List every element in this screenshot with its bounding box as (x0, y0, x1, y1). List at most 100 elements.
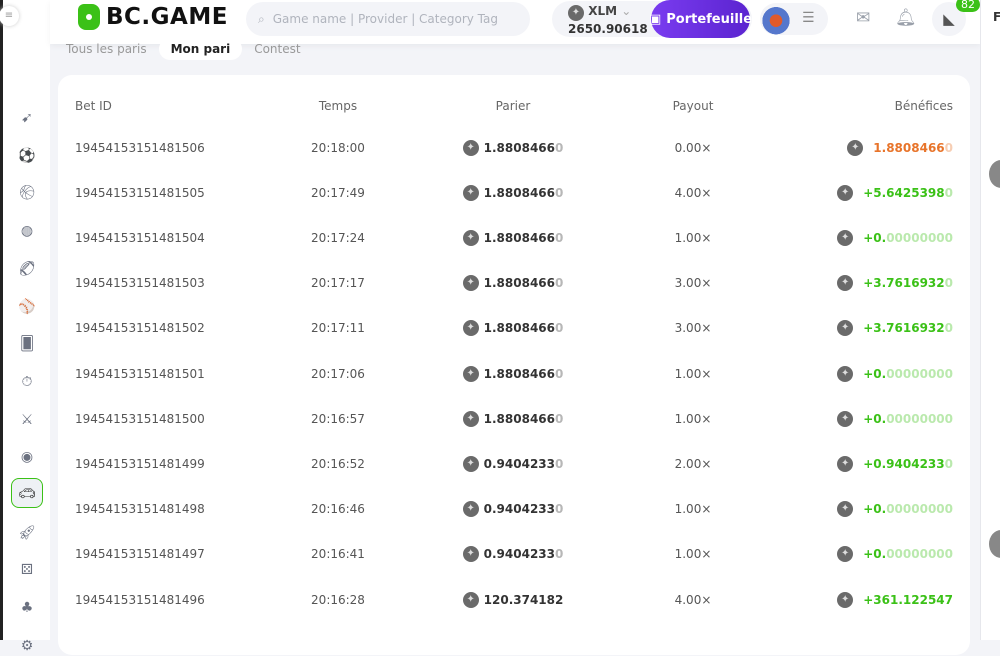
profit: ✦ +361.122547 (837, 591, 953, 608)
bet-time: 20:16:41 (311, 547, 365, 562)
sidebar: ≡ ➹ ⚽ 🏀︎ ◍ 🏈︎ ⚾ 🂠 ⏱ ⚔ ◉ 🚗︎ 🚀︎ ⚄ ♣ ⚙ (0, 0, 50, 654)
bet-time: 20:16:52 (311, 456, 365, 471)
menu-icon[interactable]: ☰ (802, 10, 815, 26)
xlm-coin-icon: ✦ (462, 410, 479, 427)
profit: ✦ +0.00000000 (837, 501, 953, 518)
xlm-coin-icon: ✦ (462, 184, 479, 201)
bet-id[interactable]: 19454153151481499 (75, 456, 205, 471)
profit: ✦ 1.88084660 (847, 139, 953, 156)
sidebar-toggle-icon[interactable]: ≡ (0, 6, 19, 26)
bet-id[interactable]: 19454153151481505 (75, 185, 205, 200)
football-icon[interactable]: 🏈︎ (18, 260, 36, 277)
bet-tabs: Tous les paris Mon pari Contest (66, 38, 313, 60)
bet-id[interactable]: 19454153151481504 (75, 230, 205, 245)
rocket2-icon[interactable]: 🚀︎ (18, 524, 36, 541)
table-row[interactable]: 19454153151481504 20:17:24 ✦ 1.88084660 1… (58, 215, 970, 260)
payout: 3.00× (674, 321, 712, 336)
xlm-coin-icon: ✦ (462, 546, 479, 563)
table-row[interactable]: 19454153151481499 20:16:52 ✦ 0.94042330 2… (58, 441, 970, 486)
wallet-button[interactable]: ▣ Portefeuille (649, 0, 753, 38)
bet-amount: ✦ 120.374182 (438, 591, 588, 608)
card-icon[interactable]: 🂠 (19, 336, 35, 353)
bet-time: 20:17:11 (311, 321, 365, 336)
tab-contest[interactable]: Contest (254, 42, 301, 56)
bet-id[interactable]: 19454153151481502 (75, 321, 205, 336)
bet-id[interactable]: 19454153151481503 (75, 276, 205, 291)
chat-avatar[interactable] (989, 530, 1000, 558)
soccer-icon[interactable]: ⚽ (18, 147, 36, 164)
bet-amount: ✦ 1.88084660 (438, 275, 588, 292)
baseball-icon[interactable]: ⚾ (18, 298, 36, 315)
bet-id[interactable]: 19454153151481500 (75, 411, 205, 426)
xlm-coin-icon: ✦ (568, 5, 584, 21)
bat-icon[interactable]: ⚔ (20, 411, 34, 428)
logo[interactable]: BC.GAME (78, 4, 228, 30)
bet-time: 20:17:49 (311, 185, 365, 200)
tennis-icon[interactable]: ◍ (20, 223, 34, 240)
bet-id[interactable]: 19454153151481498 (75, 502, 205, 517)
live-icon[interactable]: 🚗︎ (11, 478, 43, 508)
xlm-coin-icon: ✦ (462, 365, 479, 382)
xlm-coin-icon: ✦ (837, 591, 854, 608)
xlm-coin-icon: ✦ (837, 320, 854, 337)
bell-icon[interactable]: 🔔︎ (895, 8, 917, 28)
bet-time: 20:17:17 (311, 276, 365, 291)
avatar[interactable] (760, 2, 792, 36)
tab-my-bets[interactable]: Mon pari (158, 38, 243, 60)
table-row[interactable]: 19454153151481498 20:16:46 ✦ 0.94042330 1… (58, 487, 970, 532)
col-bet: Parier (495, 98, 531, 113)
bet-id[interactable]: 19454153151481496 (75, 592, 205, 607)
search-input[interactable]: ⌕ Game name | Provider | Category Tag (246, 2, 530, 36)
slots-icon[interactable]: ♣ (20, 600, 34, 617)
bet-id[interactable]: 19454153151481506 (75, 140, 205, 155)
wallet-label: Portefeuille (666, 11, 753, 27)
col-payout: Payout (672, 98, 714, 113)
payout: 2.00× (674, 456, 712, 471)
table-row[interactable]: 19454153151481505 20:17:49 ✦ 1.88084660 4… (58, 170, 970, 215)
payout: 0.00× (674, 140, 712, 155)
table-header: Bet ID Temps Parier Payout Bénéfices (58, 83, 970, 128)
tab-all-bets[interactable]: Tous les paris (66, 42, 147, 56)
payout: 4.00× (674, 185, 712, 200)
right-panel-label: F (993, 10, 1000, 24)
chat-avatar[interactable] (989, 160, 1000, 188)
chat-button[interactable]: ◣ (932, 2, 966, 36)
table-row[interactable]: 19454153151481501 20:17:06 ✦ 1.88084660 1… (58, 351, 970, 396)
table-row[interactable]: 19454153151481503 20:17:17 ✦ 1.88084660 3… (58, 261, 970, 306)
bet-amount: ✦ 1.88084660 (438, 320, 588, 337)
rocket-icon[interactable]: ➹ (21, 110, 33, 126)
xlm-coin-icon: ✦ (462, 229, 479, 246)
xlm-coin-icon: ✦ (462, 320, 479, 337)
bet-id[interactable]: 19454153151481501 (75, 366, 205, 381)
table-row[interactable]: 19454153151481502 20:17:11 ✦ 1.88084660 3… (58, 306, 970, 351)
esports-icon[interactable]: ◉ (20, 449, 34, 466)
profit: ✦ +3.76169320 (837, 275, 953, 292)
bet-id[interactable]: 19454153151481497 (75, 547, 205, 562)
stopwatch-icon[interactable]: ⏱ (21, 373, 33, 390)
xlm-coin-icon: ✦ (847, 139, 864, 156)
table-row[interactable]: 19454153151481497 20:16:41 ✦ 0.94042330 1… (58, 532, 970, 577)
xlm-coin-icon: ✦ (462, 591, 479, 608)
dice-icon[interactable]: ⚄ (20, 562, 34, 579)
xlm-coin-icon: ✦ (837, 410, 854, 427)
profit: ✦ +0.00000000 (837, 546, 953, 563)
basketball-icon[interactable]: 🏀︎ (18, 185, 36, 202)
mail-icon[interactable]: ✉ (856, 8, 871, 28)
search-placeholder: Game name | Provider | Category Tag (272, 12, 498, 26)
table-row[interactable]: 19454153151481506 20:18:00 ✦ 1.88084660 0… (58, 125, 970, 170)
bet-time: 20:18:00 (311, 140, 365, 155)
payout: 4.00× (674, 592, 712, 607)
more-icon[interactable]: ⚙ (20, 637, 34, 654)
table-row[interactable]: 19454153151481500 20:16:57 ✦ 1.88084660 1… (58, 396, 970, 441)
currency-label: XLM (588, 4, 618, 18)
table-row[interactable]: 19454153151481496 20:16:28 ✦ 120.374182 4… (58, 577, 970, 622)
payout: 1.00× (674, 547, 712, 562)
profit: ✦ +5.64253980 (837, 184, 953, 201)
col-profit: Bénéfices (894, 98, 953, 113)
profit: ✦ +0.00000000 (837, 229, 953, 246)
bet-time: 20:17:06 (311, 366, 365, 381)
header: BC.GAME ⌕ Game name | Provider | Categor… (50, 0, 980, 44)
xlm-coin-icon: ✦ (837, 501, 854, 518)
xlm-coin-icon: ✦ (837, 275, 854, 292)
xlm-coin-icon: ✦ (837, 365, 854, 382)
